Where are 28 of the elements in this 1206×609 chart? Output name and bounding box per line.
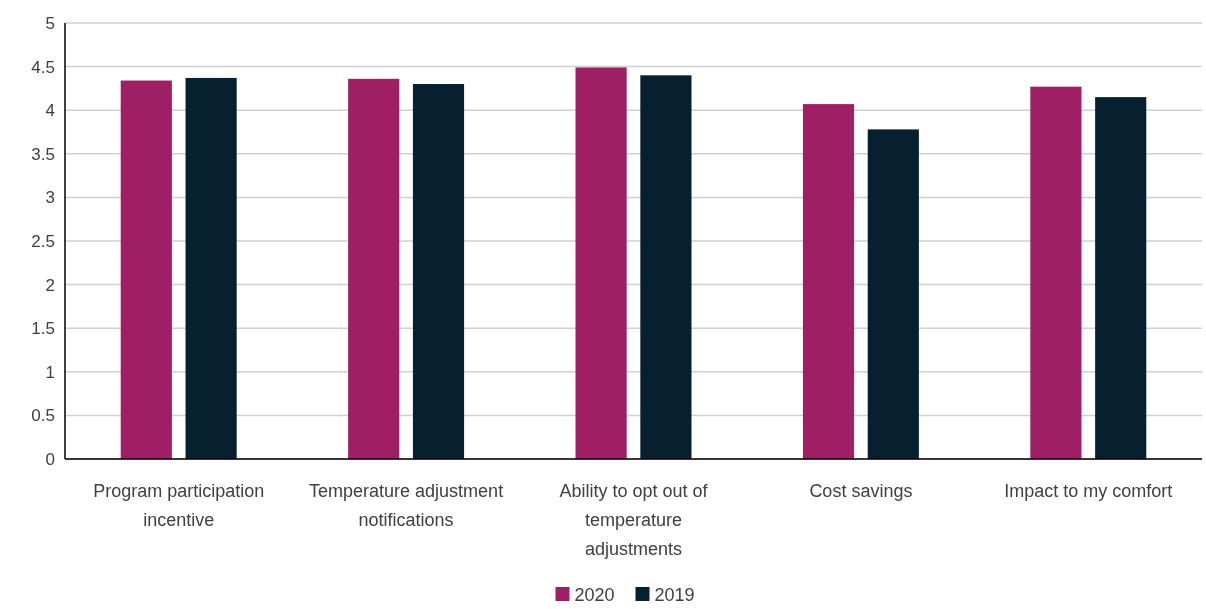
x-tick-label: Cost savings [809,481,913,501]
y-tick-label: 1 [45,362,55,382]
y-tick-label: 0 [45,449,55,469]
y-tick-label: 5 [45,13,55,33]
bar [575,67,627,459]
x-tick-label: Ability to opt out of temperature adjustments [559,481,709,559]
y-tick-label: 1.5 [31,319,55,339]
bar [640,75,692,459]
bar [120,80,172,459]
bar [867,129,919,459]
legend-label: 2019 [654,585,695,605]
bar [1030,86,1082,459]
y-tick-label: 4.5 [31,57,55,77]
y-tick-label: 2 [45,275,55,295]
bar [185,77,237,459]
bar [802,104,855,459]
y-tick-label: 3 [45,188,55,208]
y-tick-label: 3.5 [31,144,55,164]
bar [412,84,465,459]
x-tick-label: Impact to my comfort [1004,481,1173,501]
bar [348,78,400,459]
legend-label: 2020 [574,585,615,605]
x-tick-label: Temperature adjustment notifications [309,481,504,530]
bar [1095,97,1147,459]
y-tick-label: 4 [45,101,55,121]
y-tick-label: 2.5 [31,231,55,251]
y-tick-label: 0.5 [31,406,55,426]
x-tick-label: Program participation incentive [93,481,265,530]
